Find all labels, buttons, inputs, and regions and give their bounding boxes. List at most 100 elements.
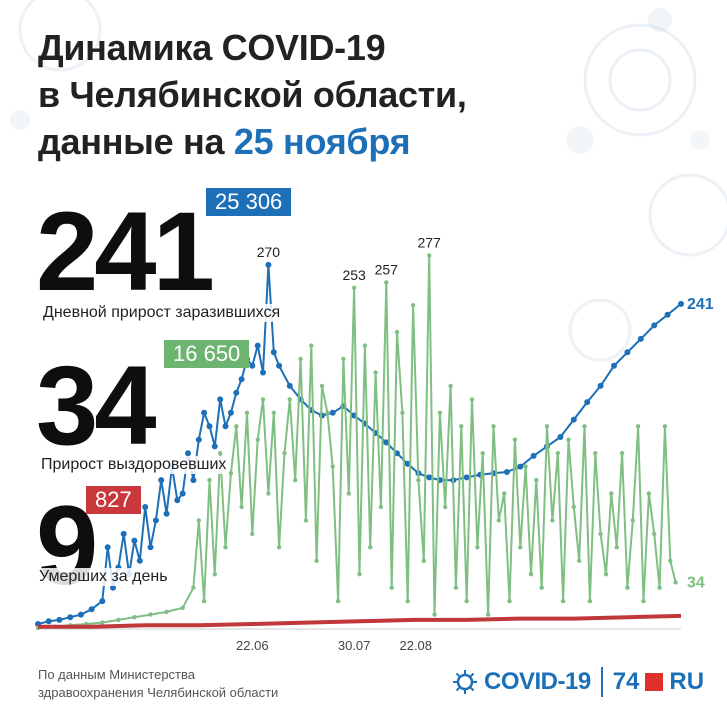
infected-point xyxy=(45,618,52,625)
recovered-point xyxy=(555,451,560,456)
recovered-point xyxy=(571,504,576,510)
recovered-point xyxy=(421,558,426,563)
infected-point xyxy=(152,517,159,524)
recovered-point xyxy=(196,518,201,523)
infected-point xyxy=(260,369,266,376)
infected-point xyxy=(463,474,470,481)
infected-point xyxy=(206,423,213,430)
deaths-line xyxy=(38,613,682,629)
recovered-point xyxy=(593,451,598,456)
recovered-point xyxy=(132,615,137,620)
infected-total-badge: 25 306 xyxy=(206,188,292,216)
recovered-point xyxy=(507,598,512,604)
infected-point xyxy=(99,598,106,605)
logo-covid-text: COVID-19 xyxy=(484,668,591,695)
infected-point xyxy=(136,557,143,564)
recovered-point xyxy=(266,491,271,496)
recovered-point xyxy=(437,410,443,415)
recovered-point xyxy=(485,612,491,617)
recovered-point xyxy=(502,491,507,496)
recovered-point xyxy=(212,572,217,577)
virus-icon xyxy=(453,670,477,694)
recovered-point xyxy=(603,572,609,577)
source-line-2: здравоохранения Челябинской области xyxy=(38,685,279,700)
recovered-point xyxy=(207,477,212,483)
logo-ru-text: RU xyxy=(669,668,705,695)
infected-point xyxy=(286,382,293,389)
recovered-point xyxy=(550,518,555,523)
infected-point xyxy=(557,434,564,440)
recovered-point xyxy=(587,598,593,604)
infected-point xyxy=(190,477,197,484)
recovered-point xyxy=(303,518,309,523)
brand-logo: COVID-19 74 RU xyxy=(452,662,704,702)
infected-point xyxy=(88,606,95,613)
recovered-point xyxy=(475,545,480,550)
deaths-label: Умерших за день xyxy=(36,568,171,586)
infected-point xyxy=(147,544,154,551)
recovered-point xyxy=(201,598,207,604)
recovered-point xyxy=(432,612,437,617)
recovered-point xyxy=(662,424,668,429)
infected-point xyxy=(270,349,277,356)
recovered-point xyxy=(346,491,351,496)
title-line-3-prefix: данные на xyxy=(38,121,234,162)
infected-point xyxy=(678,300,684,307)
recovered-point xyxy=(368,545,373,550)
recovered-point xyxy=(276,545,282,550)
title-date: 25 ноября xyxy=(233,121,411,162)
recovered-point xyxy=(528,572,534,577)
infected-point xyxy=(67,614,74,621)
infected-point xyxy=(503,469,510,475)
recovered-point xyxy=(180,605,185,610)
recovered-point xyxy=(100,620,105,625)
infected-point xyxy=(185,450,191,457)
infected-point xyxy=(222,423,229,430)
infected-point xyxy=(56,616,63,623)
recovered-point xyxy=(523,464,528,469)
recovered-point xyxy=(148,612,153,617)
infected-point xyxy=(265,261,272,268)
title-line-2: в Челябинской области, xyxy=(38,74,467,115)
recovered-point xyxy=(641,598,646,604)
recovered-point xyxy=(443,504,448,510)
infected-point xyxy=(104,544,111,551)
infected-point xyxy=(426,474,433,481)
infected-point xyxy=(163,510,170,517)
infected-point xyxy=(131,537,138,544)
recovered-point xyxy=(544,424,550,429)
infected-point xyxy=(637,335,644,342)
recovered-point xyxy=(459,424,464,429)
recovered-point xyxy=(491,424,496,429)
infected-label: Дневной прирост заразившихся xyxy=(40,304,284,322)
recovered-point xyxy=(244,410,250,415)
infected-point xyxy=(249,362,256,369)
recovered-point xyxy=(400,410,405,415)
recovered-point xyxy=(255,437,260,442)
recovered-point xyxy=(496,518,501,523)
infected-point xyxy=(110,584,116,591)
recovered-point xyxy=(646,491,652,496)
infected-point xyxy=(227,409,234,416)
recovered-point xyxy=(539,585,544,590)
infected-point xyxy=(217,396,224,403)
recovered-daily-value: 34 xyxy=(36,343,157,468)
recovered-point xyxy=(657,585,662,590)
recovered-point xyxy=(673,580,678,585)
recovered-point xyxy=(469,397,475,402)
recovered-point xyxy=(405,598,410,604)
infected-point xyxy=(584,399,591,406)
recovered-point xyxy=(577,558,582,563)
recovered-point xyxy=(512,437,518,442)
infected-point xyxy=(174,497,181,504)
recovered-label: Прирост выздоровевших xyxy=(38,456,230,474)
x-tick-label: 22.08 xyxy=(399,638,432,653)
data-annotation-label: 253 xyxy=(342,267,366,283)
recovered-series xyxy=(35,253,678,631)
recovered-point xyxy=(635,424,641,429)
infected-daily-value: 241 xyxy=(36,189,215,314)
recovered-point xyxy=(325,410,330,415)
infected-point xyxy=(651,322,658,329)
recovered-point xyxy=(652,531,657,537)
